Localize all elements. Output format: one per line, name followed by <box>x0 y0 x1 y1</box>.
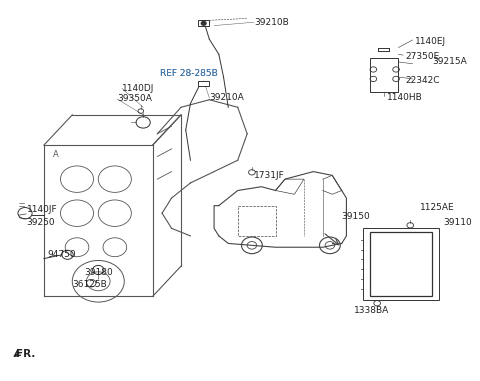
Text: 39215A: 39215A <box>432 58 467 66</box>
Text: FR.: FR. <box>15 349 35 359</box>
Text: 1140JF: 1140JF <box>27 205 58 214</box>
Text: 39150: 39150 <box>342 212 371 221</box>
Text: 39180: 39180 <box>84 269 113 277</box>
Text: 1338BA: 1338BA <box>353 306 389 315</box>
Bar <box>370 58 398 92</box>
Text: REF 28-285B: REF 28-285B <box>160 69 217 78</box>
Text: 39210A: 39210A <box>209 93 244 102</box>
Text: A: A <box>53 150 59 159</box>
Text: 1140EJ: 1140EJ <box>415 37 446 46</box>
Text: 39110: 39110 <box>444 218 472 227</box>
Text: 39210B: 39210B <box>254 18 289 27</box>
Circle shape <box>201 21 206 25</box>
Text: 27350E: 27350E <box>406 52 440 61</box>
Bar <box>370 232 432 296</box>
Bar <box>198 20 209 26</box>
Text: 22342C: 22342C <box>406 76 440 85</box>
Text: 1140HB: 1140HB <box>386 93 422 102</box>
Text: 1731JF: 1731JF <box>254 171 285 180</box>
Text: 1125AE: 1125AE <box>420 203 454 212</box>
Text: 39350A: 39350A <box>117 94 152 104</box>
Text: REF 28-285B: REF 28-285B <box>160 69 217 78</box>
Text: 1140DJ: 1140DJ <box>122 84 154 93</box>
Text: 39250: 39250 <box>26 218 55 227</box>
Text: 94750: 94750 <box>48 250 76 259</box>
Bar <box>198 81 209 86</box>
Bar <box>363 228 439 300</box>
Text: 36125B: 36125B <box>72 280 107 289</box>
